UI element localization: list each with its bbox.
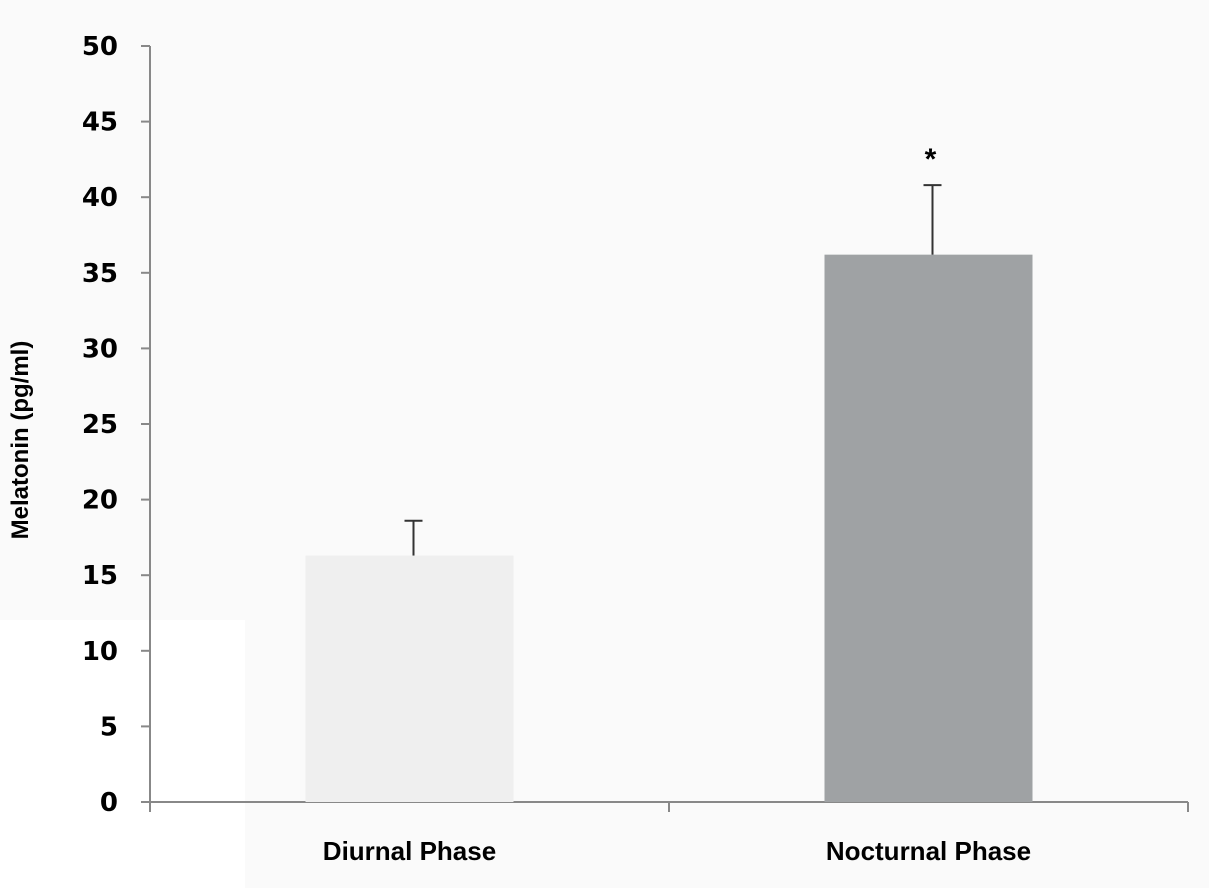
y-tick-label: 30 (82, 334, 118, 364)
y-tick-label: 25 (82, 410, 118, 440)
bars (305, 254, 1033, 802)
significance-annotation: * (925, 143, 937, 176)
y-tick-label: 50 (82, 32, 118, 62)
annotations: * (925, 143, 937, 176)
y-tick-label: 45 (82, 108, 118, 138)
bar-1 (824, 254, 1033, 802)
y-axis-title: Melatonin (pg/ml) (7, 341, 34, 540)
error-bars (404, 184, 942, 556)
y-tick-label: 20 (82, 486, 118, 516)
y-tick-label: 40 (82, 183, 118, 213)
y-tick-label: 35 (82, 259, 118, 289)
category-labels: Diurnal Phase Nocturnal Phase (323, 836, 1031, 866)
y-tick-label: 5 (100, 712, 118, 742)
y-tick-label: 10 (82, 637, 118, 667)
category-label-1: Nocturnal Phase (826, 836, 1031, 866)
bar-0 (305, 555, 514, 802)
left-margin-background (0, 0, 60, 620)
y-tick-label: 15 (82, 561, 118, 591)
bottom-left-margin-background (0, 620, 245, 888)
y-tick-label: 0 (100, 788, 118, 818)
tick-labels: 0 5 10 15 20 25 30 35 40 45 50 (82, 32, 118, 818)
category-label-0: Diurnal Phase (323, 836, 496, 866)
